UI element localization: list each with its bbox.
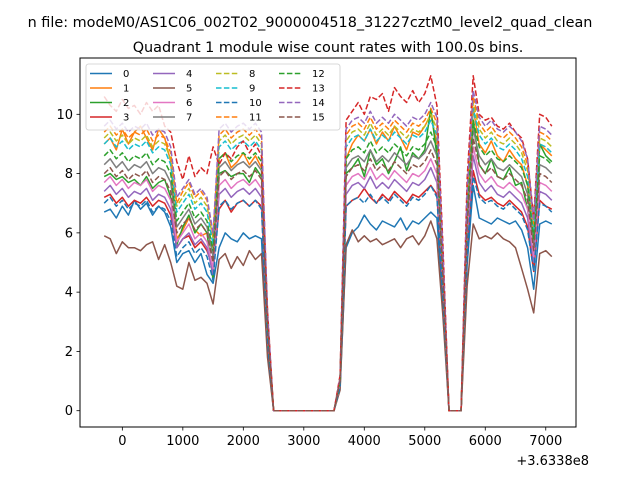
legend-label-11: 11 bbox=[249, 113, 262, 124]
y-tick-label: 8 bbox=[65, 167, 73, 182]
legend-label-14: 14 bbox=[312, 98, 325, 109]
x-offset-text: +3.6338e8 bbox=[516, 454, 589, 469]
legend-label-0: 0 bbox=[123, 69, 129, 80]
x-tick-label: 6000 bbox=[469, 434, 502, 449]
legend-label-15: 15 bbox=[312, 113, 325, 124]
series-line-8 bbox=[103, 101, 553, 412]
x-tick-label: 1000 bbox=[166, 434, 199, 449]
legend-label-9: 9 bbox=[249, 84, 255, 95]
legend-label-10: 10 bbox=[249, 98, 262, 109]
y-tick-label: 10 bbox=[56, 108, 73, 123]
series-line-15 bbox=[103, 137, 553, 412]
x-tick-label: 0 bbox=[118, 434, 126, 449]
legend-label-6: 6 bbox=[186, 98, 192, 109]
suptitle: n file: modeM0/AS1C06_002T02_9000004518_… bbox=[28, 15, 593, 31]
legend-label-13: 13 bbox=[312, 84, 325, 95]
y-tick-label: 0 bbox=[65, 404, 73, 419]
series-line-14 bbox=[103, 89, 553, 412]
legend-label-7: 7 bbox=[186, 113, 192, 124]
legend-label-4: 4 bbox=[186, 69, 192, 80]
y-tick-label: 4 bbox=[65, 286, 73, 301]
y-tick-label: 2 bbox=[65, 345, 73, 360]
legend-label-2: 2 bbox=[123, 98, 129, 109]
x-tick-label: 4000 bbox=[348, 434, 381, 449]
series-line-13 bbox=[103, 75, 553, 412]
series-line-5 bbox=[103, 220, 553, 412]
axes-frame bbox=[79, 57, 577, 428]
legend-label-8: 8 bbox=[249, 69, 255, 80]
tick-layer: 0 1000 2000 3000 4000 5000 6000 7000 0 2 4 6 8 10 bbox=[56, 108, 562, 449]
legend-box bbox=[85, 63, 341, 131]
legend-label-5: 5 bbox=[186, 84, 192, 95]
x-tick-label: 2000 bbox=[227, 434, 260, 449]
legend-label-1: 1 bbox=[123, 84, 129, 95]
legend-label-3: 3 bbox=[123, 113, 129, 124]
x-tick-label: 3000 bbox=[287, 434, 320, 449]
x-tick-label: 7000 bbox=[529, 434, 562, 449]
y-tick-label: 6 bbox=[65, 226, 73, 241]
x-tick-label: 5000 bbox=[408, 434, 441, 449]
series-layer bbox=[103, 75, 553, 412]
chart-title: Quadrant 1 module wise count rates with … bbox=[133, 40, 524, 56]
legend-label-12: 12 bbox=[312, 69, 325, 80]
